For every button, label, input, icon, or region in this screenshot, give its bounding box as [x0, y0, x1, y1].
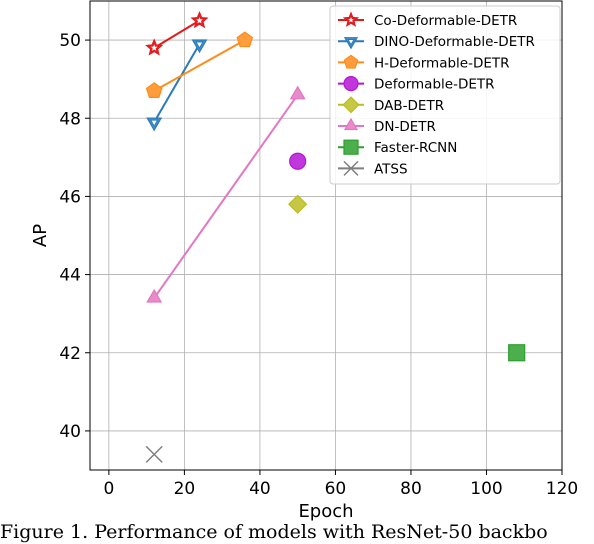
data-point-inner	[148, 41, 160, 53]
legend-entry: DAB-DETR	[338, 96, 444, 114]
legend-box	[329, 5, 561, 185]
data-point	[288, 194, 308, 214]
x-tick-label: 80	[400, 479, 422, 499]
legend-marker	[343, 139, 359, 155]
data-point-inner	[149, 119, 159, 128]
legend: Co-Deformable-DETR DINO-Deformable-DETR H-…	[329, 5, 561, 185]
legend-label: Faster-RCNN	[374, 140, 457, 156]
legend-label: Co-Deformable-DETR	[374, 13, 517, 29]
y-tick-label: 48	[59, 109, 81, 129]
data-point-inner	[193, 14, 206, 26]
series-line	[153, 94, 299, 299]
y-tick-label: 46	[59, 187, 81, 207]
data-point	[146, 288, 163, 303]
x-tick-label: 60	[325, 479, 347, 499]
data-point	[508, 344, 526, 362]
ticks: 0 20 40 60 80 100 120 40 42 44 46 48 50	[59, 31, 578, 499]
data-point-inner	[195, 41, 204, 49]
legend-marker-inner	[347, 38, 355, 46]
x-tick-label: 120	[546, 479, 578, 499]
legend-label: DAB-DETR	[374, 98, 444, 114]
data-point	[145, 445, 163, 463]
legend-entry: DINO-Deformable-DETR	[338, 34, 535, 50]
legend-marker	[343, 117, 359, 131]
data-point	[145, 82, 163, 98]
series-6	[508, 344, 526, 362]
x-tick-label: 40	[249, 479, 271, 499]
legend-marker	[343, 160, 359, 176]
series-2	[145, 31, 254, 98]
data-point	[236, 31, 254, 48]
legend-label: ATSS	[374, 161, 408, 177]
series-0	[145, 10, 209, 56]
legend-entry: ATSS	[338, 160, 408, 177]
legend-entry: Co-Deformable-DETR	[338, 11, 517, 29]
legend-label: DN-DETR	[374, 119, 436, 135]
chart: 0 20 40 60 80 100 120 40 42 44 46 48 50 Epoch AP Co-…	[30, 0, 578, 521]
series-5	[146, 85, 306, 303]
y-tick-label: 42	[59, 344, 81, 364]
legend-marker	[343, 54, 359, 69]
x-axis-label: Epoch	[298, 501, 353, 521]
x-tick-label: 20	[174, 479, 196, 499]
legend-marker-inner	[345, 14, 357, 25]
legend-entry: DN-DETR	[338, 117, 436, 135]
legend-entry: Deformable-DETR	[338, 75, 495, 93]
data-point	[289, 85, 306, 100]
series-1	[146, 39, 208, 132]
x-tick-label: 100	[470, 479, 502, 499]
series-line	[153, 19, 201, 49]
x-tick-label: 0	[103, 479, 114, 499]
legend-label: Deformable-DETR	[374, 77, 495, 93]
legend-marker	[342, 96, 360, 114]
series-7	[145, 445, 163, 463]
legend-entry: Faster-RCNN	[338, 139, 457, 156]
y-axis-label: AP	[30, 224, 51, 247]
y-tick-label: 44	[59, 266, 81, 286]
series-layer	[145, 10, 526, 463]
legend-marker	[343, 75, 359, 92]
series-4	[288, 194, 308, 214]
legend-label: DINO-Deformable-DETR	[374, 34, 535, 50]
legend-entry: H-Deformable-DETR	[338, 54, 510, 71]
series-line	[153, 39, 246, 92]
data-point	[289, 152, 307, 170]
y-tick-label: 40	[59, 422, 81, 442]
plot-frame	[89, 0, 563, 471]
series-3	[289, 152, 307, 170]
legend-label: H-Deformable-DETR	[374, 55, 510, 71]
series-line	[153, 43, 201, 123]
figure-caption: Figure 1. Performance of models with Res…	[0, 521, 548, 543]
y-tick-label: 50	[59, 31, 81, 51]
